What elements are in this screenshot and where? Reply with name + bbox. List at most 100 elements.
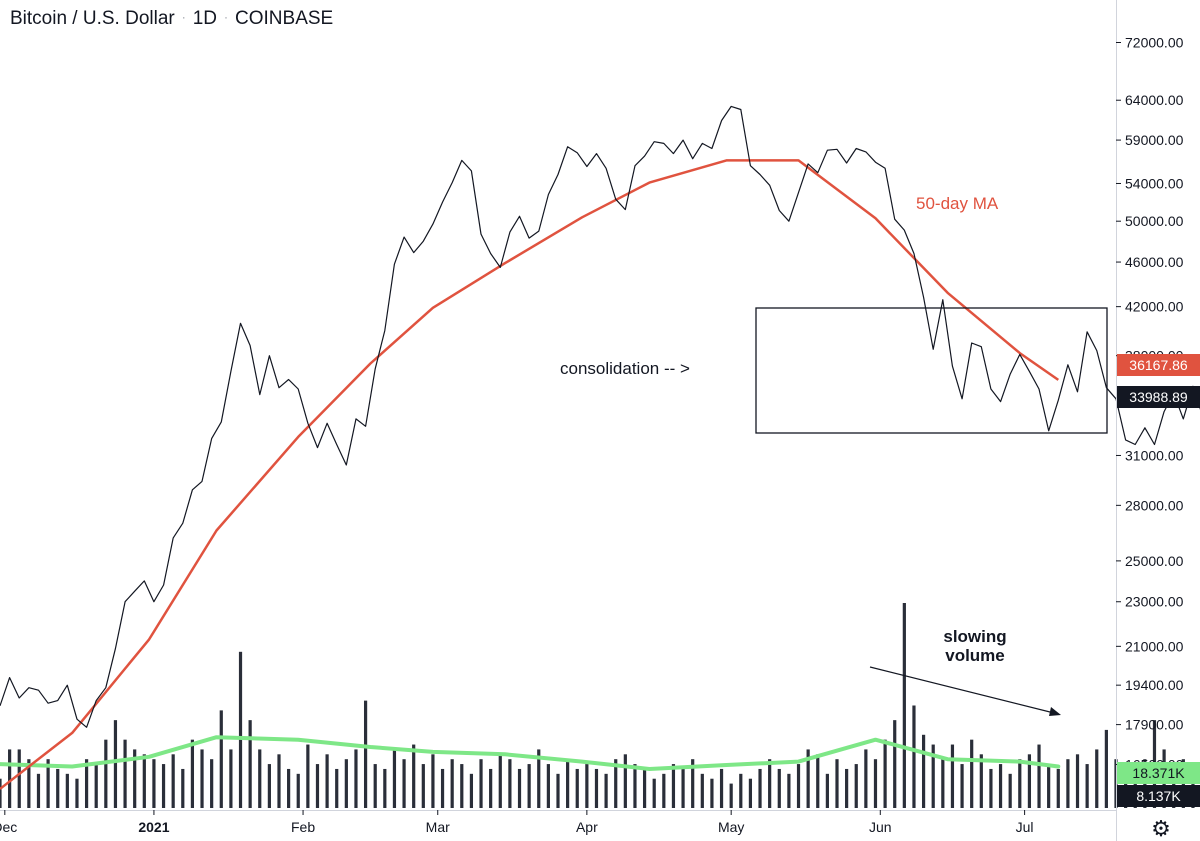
volume-bar: [171, 754, 175, 808]
ma-annotation[interactable]: 50-day MA: [916, 194, 999, 213]
volume-bar: [671, 764, 676, 808]
volume-bar: [152, 759, 156, 808]
volume-bar: [787, 773, 791, 808]
last-price-tag: 33988.89: [1117, 386, 1200, 408]
volume-bar: [94, 764, 98, 808]
volume-bar: [36, 773, 41, 808]
volume-bar: [277, 754, 281, 808]
volume-bar: [575, 768, 579, 808]
volume-ma-line[interactable]: [0, 735, 1061, 771]
volume-bar: [864, 749, 868, 808]
volume-bar: [517, 768, 522, 808]
price-tick-label: 50000.00: [1125, 213, 1184, 229]
ma-value-tag: 36167.86: [1117, 354, 1200, 376]
volume-bar: [1066, 759, 1070, 808]
volume-bar: [142, 754, 146, 808]
volume-bar: [104, 739, 108, 808]
volume-bar: [402, 759, 406, 808]
volume-bar: [489, 768, 493, 808]
volume-bar: [527, 764, 531, 808]
volume-bar: [989, 768, 993, 808]
volume-bar: [440, 768, 445, 808]
volume-bar: [1008, 773, 1012, 808]
slowing-volume-annotation[interactable]: slowing volume: [930, 627, 1020, 665]
volume-bar: [431, 754, 435, 808]
volume-bar: [758, 768, 762, 808]
volume-bar: [652, 778, 656, 808]
volume-bar: [1037, 744, 1041, 808]
volume-bar: [566, 759, 570, 808]
volume-bar: [267, 764, 271, 808]
price-tick-label: 54000.00: [1125, 175, 1184, 191]
volume-bar: [768, 759, 772, 808]
volume-bar: [84, 759, 89, 808]
volume-bar: [710, 778, 714, 808]
volume-bar: [181, 768, 185, 808]
volume-bar: [133, 749, 137, 808]
volume-bar: [1075, 754, 1080, 808]
price-tick-label: 28000.00: [1125, 497, 1184, 513]
volume-bar: [998, 764, 1003, 808]
price-tick-label: 31000.00: [1125, 447, 1184, 463]
slowing-volume-arrow[interactable]: [869, 666, 1059, 715]
volume-bar: [46, 759, 50, 808]
price-tick-label: 17900.00: [1125, 717, 1184, 733]
volume-bar: [873, 759, 878, 808]
volume-bar: [614, 759, 618, 808]
volume-bar: [27, 759, 31, 808]
volume-bar: [200, 749, 204, 808]
volume-bar: [633, 764, 637, 808]
time-tick-label: Dec: [0, 819, 17, 835]
interval-label[interactable]: 1D: [192, 8, 218, 29]
volume-bar: [912, 705, 916, 808]
volume-bar: [854, 764, 858, 808]
volume-bar: [950, 744, 955, 808]
volume-bar: [921, 734, 926, 808]
price-tick-label: 19400.00: [1125, 677, 1184, 693]
volume-bar: [460, 764, 464, 808]
price-tick-label: 42000.00: [1125, 299, 1184, 315]
volume-bar: [1018, 759, 1022, 808]
ma-line[interactable]: [0, 159, 1060, 790]
separator-dot: ·: [181, 10, 186, 24]
volume-bar: [729, 783, 733, 808]
volume-bar: [421, 764, 425, 808]
volume-bar: [412, 744, 416, 808]
volume-bar: [258, 749, 262, 808]
time-tick-label: 2021: [138, 819, 169, 835]
consolidation-box[interactable]: [755, 307, 1108, 434]
volume-bar: [373, 764, 377, 808]
volume-bar: [845, 768, 849, 808]
price-tick-label: 23000.00: [1125, 594, 1184, 610]
slowing-volume-line1: slowing: [943, 627, 1007, 646]
volume-bar: [893, 720, 897, 808]
volume-bar: [748, 778, 753, 808]
volume-bar: [1056, 768, 1060, 808]
time-axis: Dec 2021 Feb Mar Apr May Jun Jul: [0, 810, 1034, 835]
volume-bar: [190, 739, 195, 808]
volume-bar: [325, 754, 329, 808]
volume-bar: [8, 749, 12, 808]
price-line[interactable]: [0, 105, 1200, 728]
volume-bar: [537, 749, 541, 808]
volume-bar: [354, 749, 358, 808]
volume-bar: [113, 720, 118, 808]
volume-bar: [469, 773, 474, 808]
volume-bar: [825, 773, 829, 808]
symbol-name[interactable]: Bitcoin / U.S. Dollar: [10, 8, 175, 29]
price-tick-label: 25000.00: [1125, 553, 1184, 569]
volume-bar: [546, 764, 550, 808]
volume-bar: [979, 754, 983, 808]
volume-bar: [56, 768, 60, 808]
volume-bar: [777, 768, 781, 808]
volume-bar: [123, 739, 127, 808]
volume-bar: [363, 700, 368, 808]
volume-bar: [902, 603, 906, 808]
time-tick-label: Jul: [1016, 819, 1034, 835]
consolidation-annotation[interactable]: consolidation -- >: [560, 359, 690, 378]
volume-bar: [1027, 754, 1032, 808]
volume-bar: [1047, 764, 1051, 808]
volume-bar: [835, 759, 839, 808]
gear-icon[interactable]: ⚙: [1151, 816, 1171, 841]
